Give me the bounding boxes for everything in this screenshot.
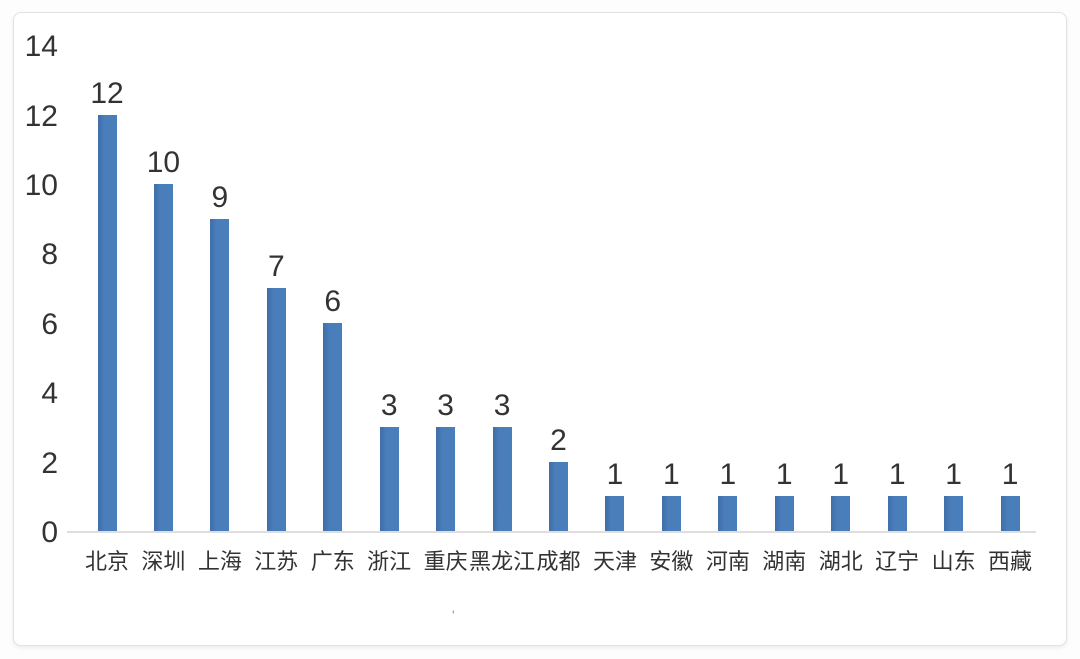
bar (266, 288, 286, 531)
bar (661, 496, 681, 531)
y-axis-tick-label: 2 (41, 446, 58, 480)
bar-value-label: 1 (945, 458, 962, 492)
x-axis-category-label: 天津 (592, 549, 637, 574)
x-axis-category-label: 湖北 (818, 549, 863, 574)
bar-value-label: 1 (832, 458, 850, 492)
y-axis-tick-label: 4 (41, 377, 58, 411)
x-axis-category-label: 湖南 (762, 549, 807, 574)
bar (153, 184, 173, 531)
y-axis-tick-label: 10 (24, 169, 58, 202)
x-axis-category-label: 河南 (705, 549, 750, 574)
bar-value-label: 1 (888, 458, 906, 492)
bar-value-label: 3 (493, 388, 511, 422)
x-axis-category-label: 重庆 (423, 549, 468, 574)
bar-value-label: 3 (437, 388, 454, 422)
x-axis-category-label: 安徽 (649, 549, 694, 574)
x-axis-category-label: 江苏 (254, 549, 299, 574)
bar-value-label: 9 (211, 180, 229, 214)
bar (436, 426, 456, 531)
bar-value-label: 6 (324, 284, 342, 318)
x-axis-category-label: 成都 (536, 549, 581, 574)
x-axis-category-label: 上海 (197, 549, 242, 574)
bar (831, 496, 851, 531)
bar-value-label: 3 (380, 388, 398, 422)
stray-mark: ' (452, 607, 455, 623)
x-axis-category-label: 深圳 (141, 549, 186, 574)
x-axis-category-label: 黑龙江 (469, 549, 536, 574)
bar (549, 461, 569, 531)
bar-value-label: 2 (550, 423, 567, 457)
x-axis-category-label: 广东 (310, 549, 355, 574)
x-axis-category-label: 北京 (84, 549, 129, 574)
bar-chart: 0 2 4 6 8 10 12 14 12 北京 10 深圳 9 上海 7 江苏 6 广东 3 浙江 3 重庆 3 黑龙江 2 成… (14, 13, 1066, 645)
bar-value-label: 1 (775, 458, 793, 492)
bar (379, 426, 399, 531)
y-axis-tick-label: 12 (24, 99, 58, 133)
bar-value-label: 1 (719, 458, 737, 492)
bar (97, 114, 117, 531)
bar-value-label: 1 (606, 458, 624, 492)
bar (605, 496, 625, 531)
y-axis-tick-label: 6 (41, 307, 58, 341)
bar (210, 218, 230, 531)
x-axis-line (67, 531, 1036, 533)
bar (492, 426, 512, 531)
bar-value-label: 7 (267, 250, 285, 284)
x-axis-category-label: 辽宁 (875, 549, 920, 574)
y-axis-tick-label: 8 (41, 238, 58, 272)
bar (944, 496, 964, 531)
x-axis-category-label: 西藏 (988, 549, 1033, 574)
bar-value-label: 1 (1001, 458, 1019, 492)
chart-card: 0 2 4 6 8 10 12 14 12 北京 10 深圳 9 上海 7 江苏 6 广东 3 浙江 3 重庆 3 黑龙江 2 成… (13, 12, 1067, 646)
y-axis-tick-label: 14 (24, 30, 58, 64)
bar (887, 496, 907, 531)
bar-value-label: 12 (90, 76, 124, 110)
bar (774, 496, 794, 531)
bar-value-label: 10 (146, 146, 181, 179)
y-axis-tick-label: 0 (41, 516, 58, 549)
bar-value-label: 1 (663, 458, 680, 492)
bar (718, 496, 738, 531)
bar (1000, 496, 1020, 531)
bar (323, 322, 343, 531)
x-axis-category-label: 浙江 (367, 549, 412, 574)
x-axis-category-label: 山东 (931, 549, 976, 574)
